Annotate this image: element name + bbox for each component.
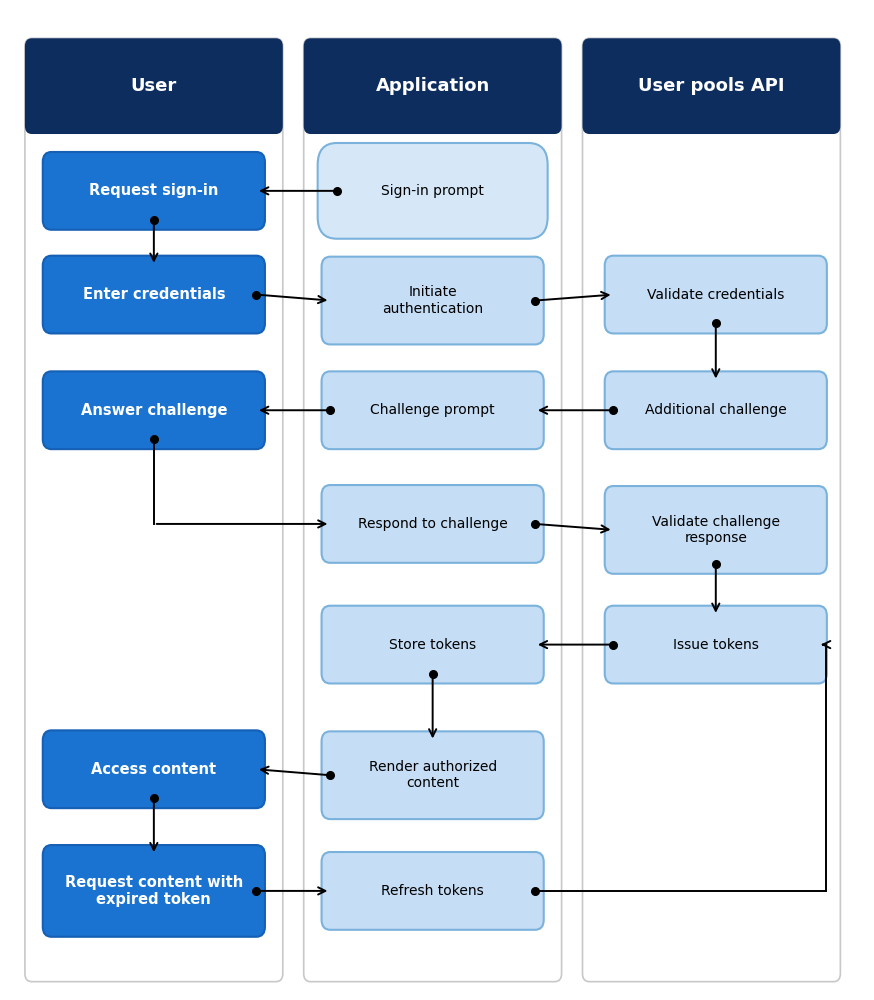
Text: Sign-in prompt: Sign-in prompt — [381, 184, 484, 198]
FancyBboxPatch shape — [605, 371, 827, 449]
Text: User: User — [131, 77, 177, 95]
FancyBboxPatch shape — [582, 38, 841, 982]
Text: Render authorized
content: Render authorized content — [369, 760, 496, 790]
Bar — [589, 111, 834, 126]
FancyBboxPatch shape — [322, 731, 544, 819]
Text: Issue tokens: Issue tokens — [673, 638, 759, 652]
Bar — [31, 111, 276, 126]
FancyBboxPatch shape — [322, 371, 544, 449]
FancyBboxPatch shape — [43, 152, 265, 230]
FancyBboxPatch shape — [43, 845, 265, 937]
Text: Access content: Access content — [91, 762, 217, 777]
Text: Refresh tokens: Refresh tokens — [381, 884, 484, 898]
FancyBboxPatch shape — [25, 38, 283, 982]
Text: Validate challenge
response: Validate challenge response — [652, 515, 780, 545]
Bar — [310, 111, 555, 126]
FancyBboxPatch shape — [25, 38, 283, 134]
FancyBboxPatch shape — [582, 38, 841, 134]
FancyBboxPatch shape — [43, 730, 265, 808]
Text: Initiate
authentication: Initiate authentication — [382, 285, 483, 316]
FancyBboxPatch shape — [322, 485, 544, 563]
Text: Request content with
expired token: Request content with expired token — [65, 875, 243, 907]
FancyBboxPatch shape — [43, 256, 265, 333]
FancyBboxPatch shape — [303, 38, 562, 982]
FancyBboxPatch shape — [43, 371, 265, 449]
Text: Answer challenge: Answer challenge — [80, 403, 227, 418]
FancyBboxPatch shape — [317, 143, 548, 239]
Text: Additional challenge: Additional challenge — [645, 403, 787, 417]
FancyBboxPatch shape — [605, 486, 827, 574]
FancyBboxPatch shape — [322, 852, 544, 930]
Text: Validate credentials: Validate credentials — [647, 288, 785, 302]
FancyBboxPatch shape — [322, 606, 544, 683]
FancyBboxPatch shape — [605, 256, 827, 333]
Text: Request sign-in: Request sign-in — [89, 183, 218, 198]
Text: Challenge prompt: Challenge prompt — [371, 403, 495, 417]
Text: Enter credentials: Enter credentials — [82, 287, 225, 302]
FancyBboxPatch shape — [303, 38, 562, 134]
Text: User pools API: User pools API — [638, 77, 785, 95]
Text: Respond to challenge: Respond to challenge — [357, 517, 508, 531]
FancyBboxPatch shape — [322, 257, 544, 344]
FancyBboxPatch shape — [605, 606, 827, 683]
Text: Application: Application — [376, 77, 489, 95]
Text: Store tokens: Store tokens — [389, 638, 476, 652]
